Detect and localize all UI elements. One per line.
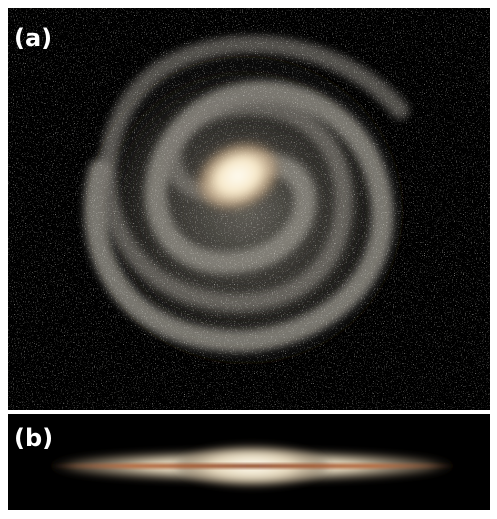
panel-label: (b)	[14, 424, 53, 452]
dust-lane	[50, 464, 455, 468]
panel-a: (a)	[8, 8, 490, 410]
figure: (a) (b)	[0, 0, 497, 519]
panel-label: (a)	[14, 24, 52, 52]
page: (a) (b) (() => { const data = JSON.parse…	[0, 0, 497, 519]
panel-b: (b)	[8, 414, 490, 510]
